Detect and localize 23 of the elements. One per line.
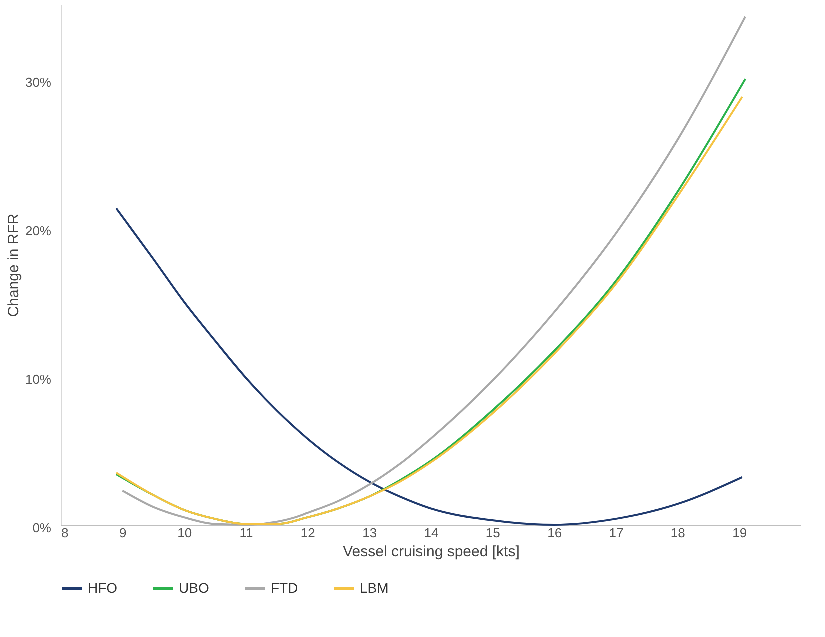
legend-label: HFO: [88, 580, 118, 596]
x-tick-label: 18: [670, 526, 686, 540]
x-tick-label: 13: [362, 526, 378, 540]
y-axis-title: Change in RFR: [5, 214, 22, 318]
legend-label: LBM: [360, 580, 389, 596]
line-series: [116, 208, 744, 526]
y-tick-label: 10%: [25, 372, 52, 387]
x-tick-label: 16: [548, 526, 562, 540]
x-tick-label: 11: [240, 526, 254, 540]
x-tick-label: 9: [120, 526, 127, 540]
y-tick-label: 20%: [25, 223, 52, 238]
y-tick-label: 30%: [25, 74, 52, 90]
x-axis-title: Vessel cruising speed [kts]: [343, 544, 520, 560]
x-tick-label: 8: [62, 526, 69, 540]
x-tick-label: 17: [609, 526, 624, 540]
x-tick-label: 10: [178, 526, 192, 540]
x-tick-label: 12: [300, 526, 316, 540]
x-tick-label: 14: [424, 526, 439, 540]
legend-label: UBO: [179, 580, 210, 596]
legend-label: FTD: [271, 580, 298, 596]
y-tick-label: 0%: [32, 520, 52, 536]
x-tick-label: 15: [486, 526, 500, 540]
x-tick-label: 19: [732, 526, 748, 540]
